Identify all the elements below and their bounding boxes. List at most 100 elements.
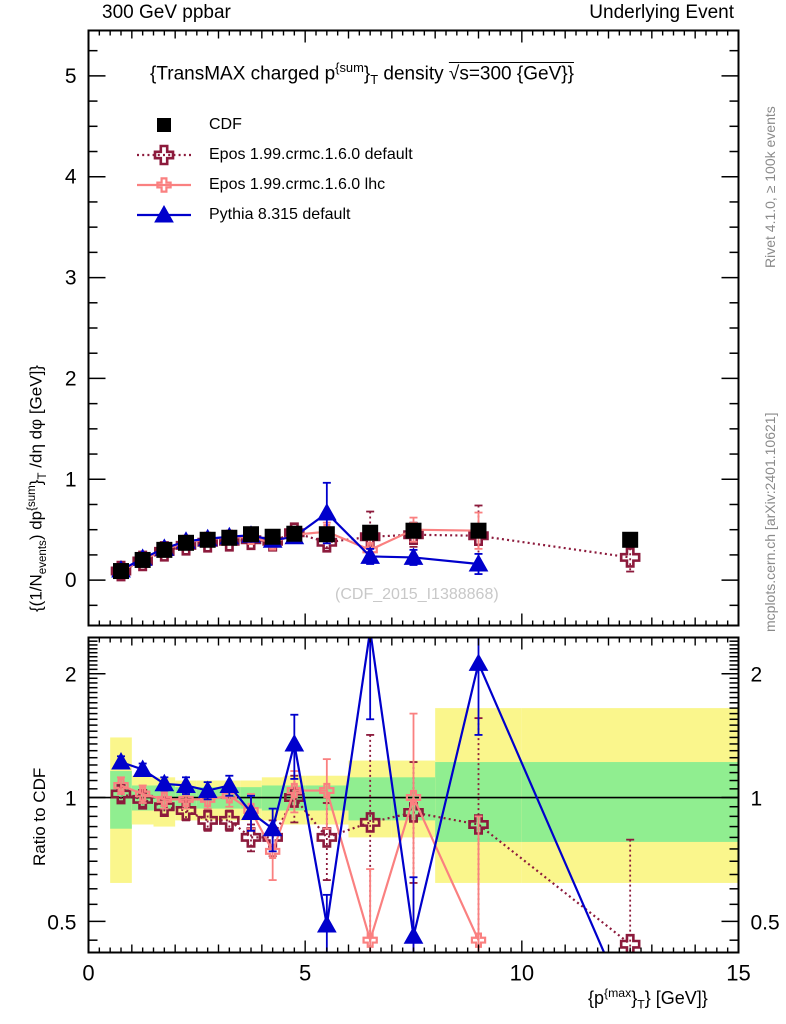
series-line — [120, 528, 479, 573]
ratio-series-epos-1-99-crmc-1-6-0-default — [110, 717, 641, 953]
marker-cross — [110, 783, 132, 805]
marker-cross — [175, 535, 197, 556]
marker-cross-small — [362, 542, 378, 558]
ratio-y-tick-label-right: 2 — [751, 664, 763, 687]
marker-cross-small — [134, 786, 151, 802]
band-yellow — [435, 708, 522, 883]
band-yellow — [391, 760, 436, 838]
marker-cross — [284, 522, 305, 544]
marker-cross — [240, 529, 262, 551]
marker-cross — [110, 560, 132, 582]
band-green — [218, 787, 241, 809]
title-part-d: s=300 {GeV}} — [459, 63, 574, 85]
watermark-label: (CDF_2015_I1388868) — [335, 586, 499, 603]
header-right: Underlying Event — [589, 2, 734, 23]
marker-square — [470, 522, 487, 539]
marker-cross-small — [319, 782, 335, 799]
marker-triangle — [197, 528, 218, 547]
marker-triangle — [284, 733, 305, 752]
marker-cross — [359, 526, 381, 548]
band-yellow — [153, 777, 176, 827]
marker-square — [405, 522, 422, 539]
main-series-cdf — [113, 522, 639, 580]
marker-cross — [240, 827, 262, 848]
ylabel-part-d: /dη dφ [GeV]} — [26, 365, 46, 473]
marker-cross — [316, 532, 338, 553]
marker-cross — [132, 550, 153, 572]
side-text-mcplots: mcplots.cern.ch [arXiv:2401.10621] — [762, 412, 778, 632]
series-line — [120, 511, 479, 572]
marker-cross — [468, 814, 489, 835]
legend-item-0[interactable]: CDF — [133, 110, 413, 140]
legend-item-1[interactable]: Epos 1.99.crmc.1.6.0 default — [133, 140, 413, 170]
band-yellow — [175, 780, 197, 821]
band-yellow — [521, 708, 739, 883]
marker-cross-small — [286, 782, 303, 799]
marker-triangle — [219, 775, 240, 793]
marker-cross — [175, 800, 197, 821]
marker-triangle — [132, 548, 153, 566]
marker-triangle — [154, 773, 175, 792]
legend-item-3[interactable]: Pythia 8.315 default — [133, 200, 413, 230]
marker-cross — [359, 812, 381, 833]
ratio-y-axis-label: Ratio to CDF — [30, 767, 49, 866]
y-tick-label: 0 — [65, 569, 77, 592]
marker-cross — [197, 810, 218, 831]
ylabel-sup-sum: {sum — [26, 485, 38, 511]
legend: CDF Epos 1.99.crmc.1.6.0 default Epos 1.99… — [133, 110, 413, 230]
marker-cross-small — [319, 524, 335, 540]
marker-triangle — [176, 775, 196, 793]
band-green — [110, 771, 132, 829]
marker-square — [243, 526, 259, 543]
marker-triangle — [154, 538, 175, 556]
marker-cross-small — [113, 777, 129, 794]
marker-triangle — [316, 914, 337, 933]
band-green — [521, 762, 739, 842]
marker-cross — [284, 787, 305, 808]
ratio-y-tick-label: 2 — [65, 664, 77, 687]
marker-square — [178, 534, 194, 551]
marker-cross-small — [178, 534, 194, 551]
marker-triangle — [360, 546, 381, 564]
marker-square — [286, 525, 303, 542]
ylabel-part-a: {(1/N — [26, 574, 46, 612]
marker-cross-small — [178, 791, 194, 808]
sqrt-icon: √ — [448, 63, 460, 85]
series-line — [120, 637, 606, 953]
marker-triangle — [111, 752, 131, 770]
marker-cross — [619, 933, 641, 953]
marker-square — [622, 531, 639, 548]
legend-label: Epos 1.99.crmc.1.6.0 default — [209, 146, 413, 163]
marker-cross-small — [199, 791, 216, 808]
band-green — [435, 762, 522, 842]
marker-square — [362, 524, 379, 541]
marker-cross-small — [156, 791, 173, 808]
xlabel-part-a: {p — [588, 988, 605, 1008]
band-yellow — [305, 775, 349, 825]
title-sup-sum: {sum — [335, 60, 364, 75]
legend-label: Pythia 8.315 default — [209, 206, 351, 223]
y-tick-label: 5 — [65, 65, 77, 88]
marker-cross-small — [362, 932, 378, 948]
ratio-y-tick-label: 1 — [65, 788, 77, 811]
marker-cross — [403, 524, 424, 546]
x-axis-label: {p{max}T} [GeV]} — [588, 986, 708, 1012]
marker-cross — [262, 530, 283, 552]
band-green — [196, 787, 219, 809]
marker-triangle — [219, 526, 240, 545]
y-tick-label: 1 — [65, 468, 77, 491]
marker-triangle — [197, 780, 218, 799]
marker-cross — [154, 796, 175, 818]
main-series-pythia-8-315-default — [111, 481, 489, 578]
marker-triangle — [316, 503, 337, 521]
legend-marker-square-icon — [157, 118, 171, 132]
band-yellow — [283, 775, 306, 825]
marker-cross — [154, 541, 175, 562]
legend-item-2[interactable]: Epos 1.99.crmc.1.6.0 lhc — [133, 170, 413, 200]
band-yellow — [196, 780, 219, 821]
marker-cross — [219, 810, 240, 831]
marker-cross — [403, 802, 424, 823]
legend-label: Epos 1.99.crmc.1.6.0 lhc — [209, 176, 386, 193]
title-part-c: density — [378, 63, 449, 85]
